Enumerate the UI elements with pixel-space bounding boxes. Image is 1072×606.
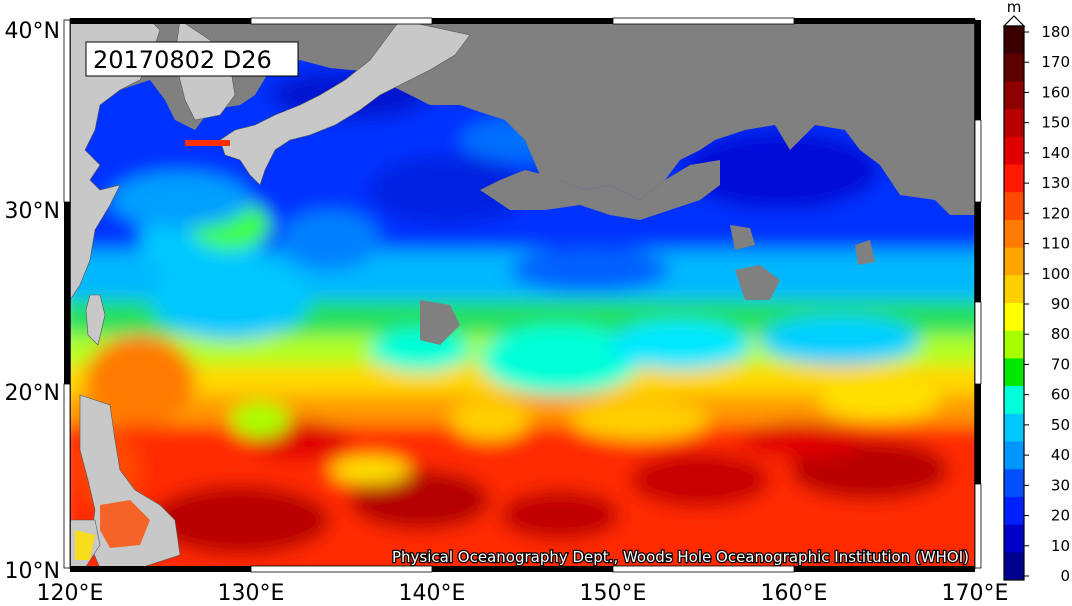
colorbar-swatch xyxy=(1004,192,1024,221)
colorbar-tick-label: 90 xyxy=(1051,295,1070,313)
lat-label-10: 10°N xyxy=(5,559,60,584)
colorbar-swatch xyxy=(1004,413,1024,442)
lon-label-140: 140°E xyxy=(399,581,466,606)
colorbar-swatch xyxy=(1004,386,1024,415)
colorbar-swatch xyxy=(1004,53,1024,82)
colorbar-tick-label: 30 xyxy=(1051,476,1070,494)
lon-label-160: 160°E xyxy=(761,581,828,606)
colorbar-swatch xyxy=(1004,524,1024,553)
colorbar-swatch xyxy=(1004,136,1024,165)
colorbar-tick-label: 130 xyxy=(1041,174,1070,192)
colorbar-swatch xyxy=(1004,219,1024,249)
credit-text: Physical Oceanography Dept., Woods Hole … xyxy=(392,548,969,566)
colorbar-swatch xyxy=(1004,26,1024,55)
colorbar-tick-label: 120 xyxy=(1041,204,1070,222)
nodata-zone xyxy=(70,20,975,345)
colorbar-swatch xyxy=(1004,275,1024,304)
colorbar-swatch xyxy=(1004,164,1024,193)
sea-highlight xyxy=(185,140,230,146)
colorbar-swatch xyxy=(1004,247,1024,276)
lon-border-bottom xyxy=(70,565,975,573)
lon-label-150: 150°E xyxy=(580,581,647,606)
colorbar-swatch xyxy=(1004,496,1024,526)
colorbar-swatch xyxy=(1004,109,1024,138)
colorbar-tick-label: 180 xyxy=(1041,23,1070,41)
colorbar-swatch xyxy=(1004,552,1024,581)
colorbar-frame xyxy=(1003,25,1025,581)
colorbar-tick-label: 70 xyxy=(1051,355,1070,373)
colorbar-swatch xyxy=(1004,358,1024,387)
date-title: 20170802 D26 xyxy=(93,46,272,74)
colorbar-extend-arrow xyxy=(1002,15,1026,27)
map-plot-area xyxy=(70,20,975,568)
colorbar-tick-label: 40 xyxy=(1051,446,1070,464)
colorbar-tick-label: 0 xyxy=(1060,567,1070,585)
colorbar-tick-label: 160 xyxy=(1041,83,1070,101)
colorbar-tick-label: 20 xyxy=(1051,507,1070,525)
colorbar-tick-label: 110 xyxy=(1041,235,1070,253)
lon-label-120: 120°E xyxy=(37,581,104,606)
lon-label-130: 130°E xyxy=(218,581,285,606)
colorbar-tick-label: 80 xyxy=(1051,325,1070,343)
lat-label-20: 20°N xyxy=(5,381,60,406)
lon-axis-labels: 120°E 130°E 140°E 150°E 160°E 170°E xyxy=(37,581,1009,606)
lon-border-top xyxy=(70,17,975,25)
colorbar-swatch xyxy=(1004,330,1024,359)
lat-label-40: 40°N xyxy=(5,19,60,44)
colorbar-tick-label: 50 xyxy=(1051,416,1070,434)
colorbar-swatches xyxy=(1004,26,1024,581)
colorbar-tick-label: 60 xyxy=(1051,386,1070,404)
lon-label-170: 170°E xyxy=(942,581,1009,606)
lat-border-left xyxy=(63,19,71,569)
colorbar-tick-label: 140 xyxy=(1041,144,1070,162)
colorbar-tick-label: 10 xyxy=(1051,537,1070,555)
colorbar-tick-label: 100 xyxy=(1041,265,1070,283)
colorbar-unit: m xyxy=(1007,0,1022,16)
lat-label-30: 30°N xyxy=(5,199,60,224)
lat-axis-labels: 40°N 30°N 20°N 10°N xyxy=(5,19,60,584)
colorbar: m 18017016015014013012011010090807060504… xyxy=(1002,0,1070,585)
colorbar-ticks: 1801701601501401301201101009080706050403… xyxy=(1024,23,1070,585)
date-title-box: 20170802 D26 xyxy=(85,41,299,77)
colorbar-swatch xyxy=(1004,469,1024,498)
colorbar-swatch xyxy=(1004,81,1024,110)
colorbar-swatch xyxy=(1004,303,1024,332)
philippine-seas xyxy=(75,500,150,560)
colorbar-tick-label: 150 xyxy=(1041,114,1070,132)
colorbar-tick-label: 170 xyxy=(1041,53,1070,71)
lat-border-right xyxy=(974,20,982,569)
colorbar-swatch xyxy=(1004,441,1024,470)
